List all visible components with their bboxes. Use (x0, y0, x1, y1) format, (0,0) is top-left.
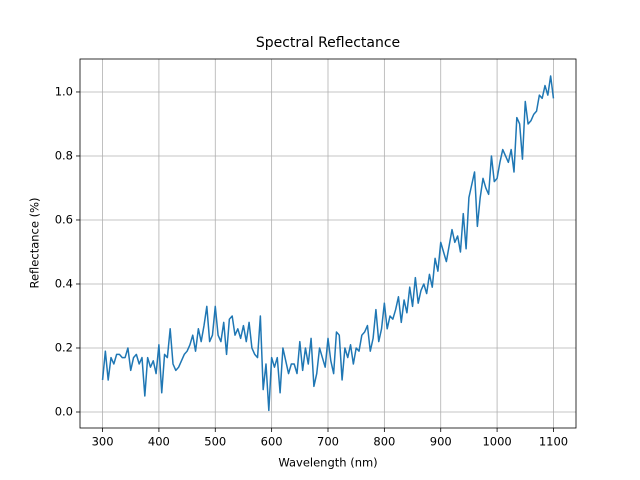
chart-title: Spectral Reflectance (256, 35, 400, 51)
x-tick-label: 1000 (482, 435, 511, 449)
x-tick-label: 800 (373, 435, 395, 449)
data-line (101, 75, 555, 412)
y-tick-label: 0.8 (55, 148, 73, 162)
y-tick-label: 0.4 (55, 276, 73, 290)
x-tick-label: 400 (148, 435, 170, 449)
y-tick-label: 0.2 (55, 340, 73, 354)
y-tick-label: 0.6 (55, 212, 73, 226)
x-tick-label: 700 (317, 435, 339, 449)
x-tick-label: 500 (204, 435, 226, 449)
y-tick-label: 1.0 (55, 84, 73, 98)
y-tick-label: 0.0 (55, 404, 73, 418)
x-axis-label: Wavelength (nm) (278, 456, 377, 470)
x-tick-label: 1100 (539, 435, 568, 449)
plot-frame (79, 58, 577, 429)
x-tick-label: 900 (430, 435, 452, 449)
y-axis-label: Reflectance (%) (28, 198, 42, 289)
x-tick-label: 300 (92, 435, 114, 449)
x-tick-label: 600 (261, 435, 283, 449)
